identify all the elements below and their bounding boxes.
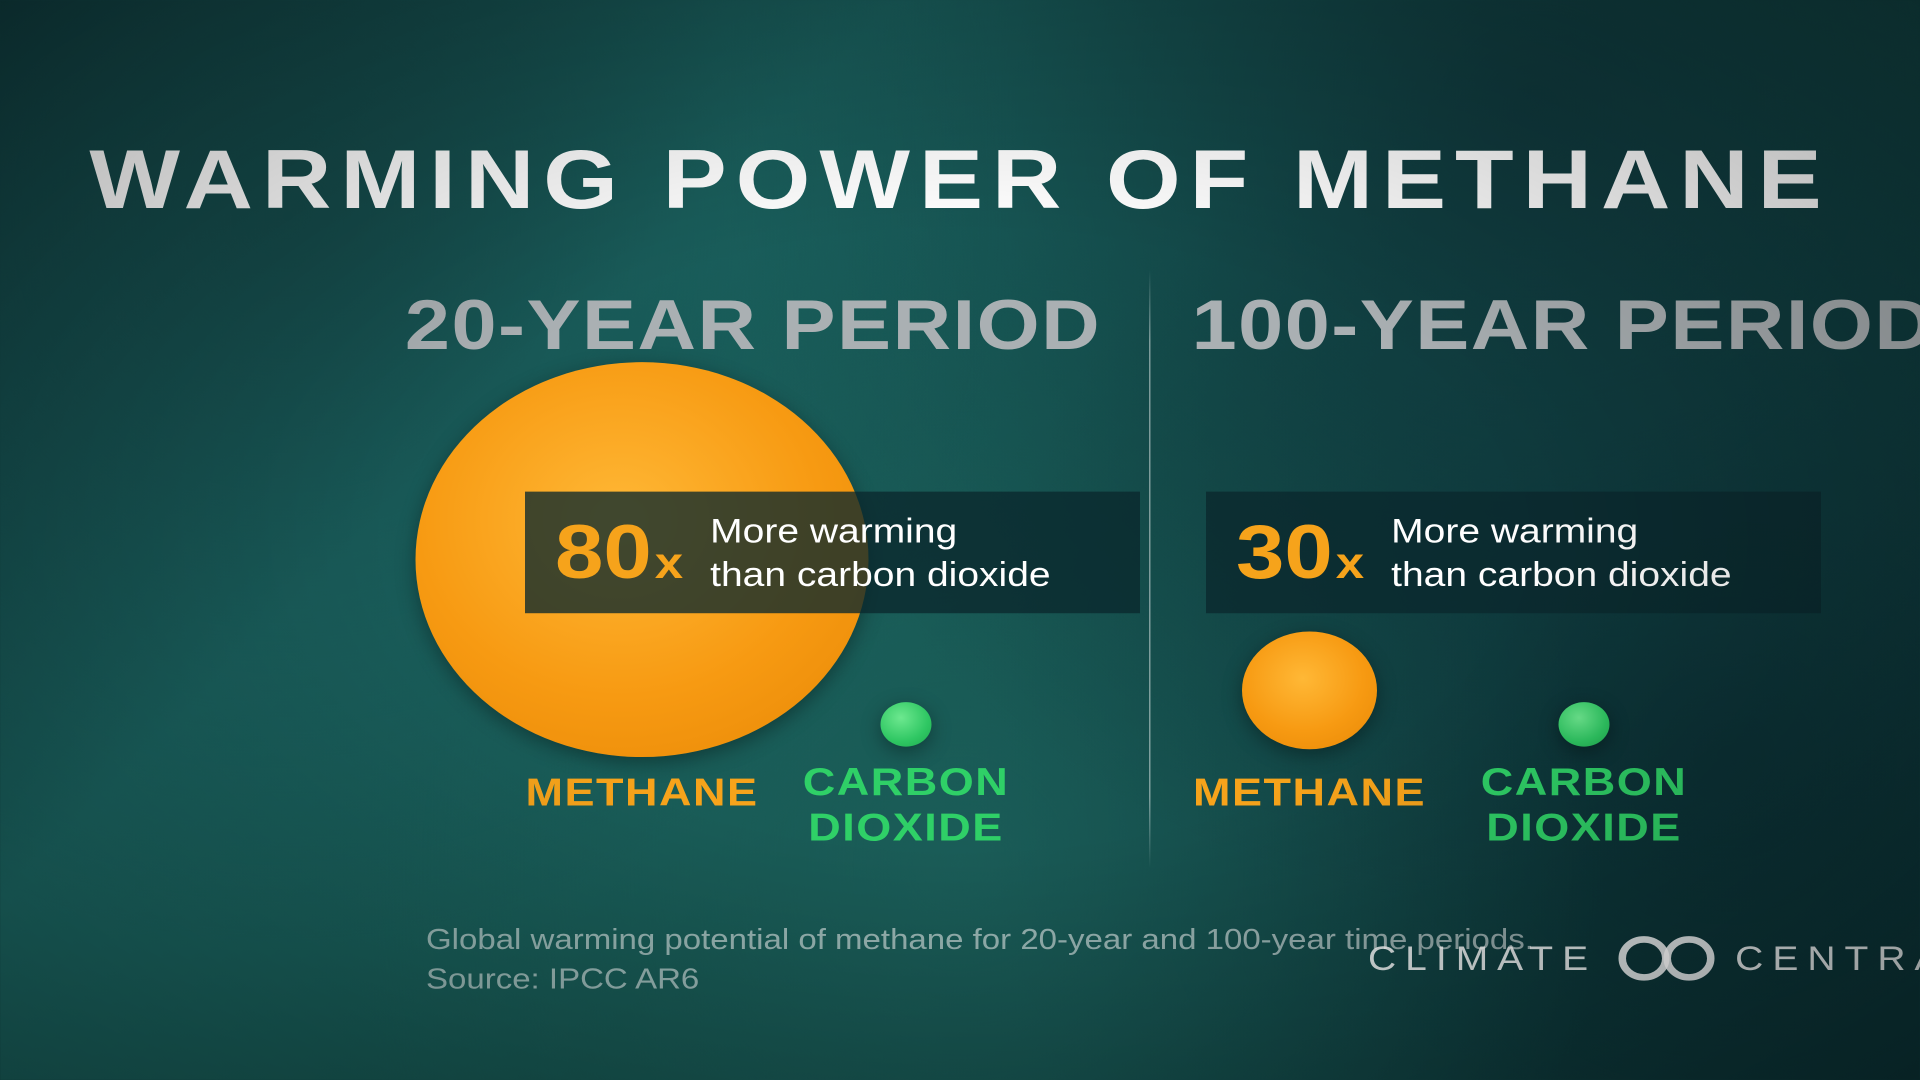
gas-label: METHANE <box>1160 771 1460 816</box>
warming-callout: 30x More warming than carbon dioxide <box>1206 492 1821 614</box>
logo-left-text: CLIMATE <box>1368 938 1597 979</box>
logo-right-text: CENTRAL <box>1735 938 1920 979</box>
warming-desc: More warming than carbon dioxide <box>710 510 1050 595</box>
panel-heading: 20-YEAR PERIOD <box>378 285 1128 366</box>
panel-heading: 100-YEAR PERIOD <box>1188 285 1920 366</box>
gas-circle <box>881 702 932 746</box>
gas-label: METHANE <box>492 771 792 816</box>
page-title: WARMING POWER OF METHANE <box>0 131 1920 228</box>
warming-factor: 30x <box>1236 515 1364 591</box>
gas-circle <box>1242 632 1377 750</box>
brand-logo: CLIMATE CENTRAL <box>1368 936 1920 980</box>
gas-label: CARBON DIOXIDE <box>756 761 1056 851</box>
infinity-icon <box>1618 936 1714 980</box>
warming-desc: More warming than carbon dioxide <box>1391 510 1731 595</box>
panel-divider <box>1149 269 1151 868</box>
warming-factor: 80x <box>555 515 683 591</box>
gas-label: CARBON DIOXIDE <box>1434 761 1734 851</box>
gas-circle <box>1559 702 1610 746</box>
warming-callout: 80x More warming than carbon dioxide <box>525 492 1140 614</box>
